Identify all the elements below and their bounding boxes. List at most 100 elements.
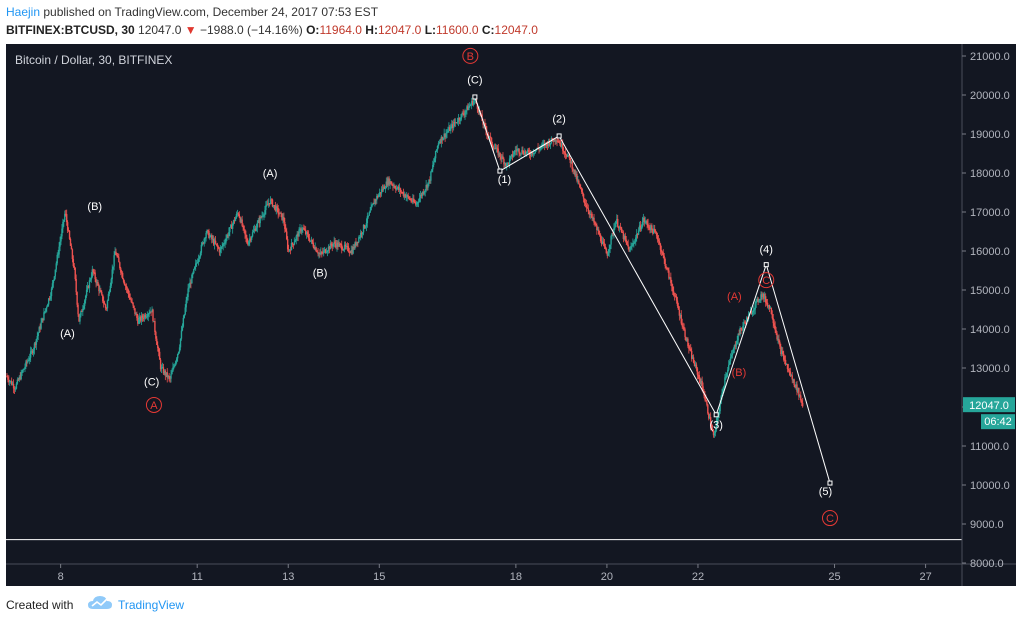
candle-body [174,364,176,367]
candle-body [134,308,136,314]
price-tick-label: 20000.0 [970,90,1010,102]
chart-area[interactable]: (A) (B) (C) A (A) (B) B (C) (1) (2) (3) (4) (5) C (A) (… [6,44,1016,586]
candle-body [253,228,256,231]
candle-body [708,413,710,419]
candle-body [453,122,456,124]
candle-body [203,238,205,244]
candle-body [471,101,474,105]
candle-body [237,213,240,215]
candle-body [668,270,670,279]
candle-body [511,154,514,157]
candle-body [801,402,804,407]
candle-body [329,243,332,250]
candle-body [419,194,422,199]
candle-body [683,327,685,330]
candle-body [360,232,363,235]
candle-body [224,242,226,244]
candle-body [286,231,288,240]
candle-body [750,311,753,315]
candle-body [291,242,294,245]
candle-body [444,133,446,138]
candle-body [580,187,582,189]
wave-label: (C) [467,74,482,86]
candle-body [170,374,172,379]
candle-body [115,251,117,255]
candle-body [401,192,404,194]
candle-body [529,154,532,156]
candle-body [233,220,236,222]
candle-body [792,379,794,381]
candle-body [342,249,345,251]
candle-body [603,243,606,247]
candle-body [68,230,71,239]
candle-body [639,225,642,230]
tradingview-brand-link[interactable]: TradingView [118,598,185,612]
candle-body [779,342,781,347]
candle-body [628,246,630,252]
candle-body [25,361,27,367]
candle-body [565,154,568,157]
candle-body [27,360,29,363]
candle-body [153,321,155,323]
candle-body [171,371,173,375]
tradingview-cloud-logo-icon[interactable] [87,595,113,611]
candle-body [622,232,625,239]
candle-body [204,238,206,240]
wave-label-circle [758,272,775,289]
candle-body [230,224,232,228]
candle-body [402,192,405,196]
candle-body [787,368,790,371]
candle-body [48,298,51,300]
candle-body [755,300,757,304]
wave-label: (B) [313,267,328,279]
candle-body [298,229,300,237]
candle-body [637,230,640,235]
author-link[interactable]: Haejin [6,5,41,19]
candle-body [33,343,36,350]
candle-body [424,189,426,192]
candle-body [276,206,278,209]
candle-body [283,217,285,223]
candle-body [771,314,774,319]
price-tick-label: 16000.0 [970,246,1010,258]
candle-body [546,143,549,146]
candle-body [645,221,647,223]
candle-body [114,251,116,256]
candle-body [339,243,341,245]
candle-body [194,263,197,267]
candle-body [560,143,562,147]
candle-body [15,383,18,389]
candle-body [505,163,507,166]
candle-body [348,251,351,253]
high-label: H: [365,23,378,37]
candle-body [222,243,224,247]
candle-body [231,223,234,229]
candle-body [296,233,298,237]
candle-body [601,241,604,245]
candle-body [617,218,619,227]
candle-body [694,364,697,366]
candle-body [619,227,622,229]
candle-body [172,367,174,372]
candle-body [29,351,32,358]
candle-body [632,242,634,246]
candle-body [110,279,112,286]
candle-body [144,315,147,318]
candle-body [464,112,466,115]
candle-body [510,154,513,157]
candle-body [521,150,523,154]
candle-body [715,421,718,431]
candle-body [65,213,67,215]
candle-body [667,268,669,271]
price-chart[interactable]: (A) (B) (C) A (A) (B) B (C) (1) (2) (3) (4) (5) C (A) (… [6,44,1016,586]
candle-body [372,202,374,206]
candle-body [269,199,272,204]
candle-body [769,307,772,309]
candle-body [648,226,650,228]
candle-body [731,353,734,355]
candle-body [790,375,792,377]
candle-body [390,181,392,185]
candle-body [701,380,703,387]
candle-body [530,151,533,156]
candle-body [634,241,636,243]
